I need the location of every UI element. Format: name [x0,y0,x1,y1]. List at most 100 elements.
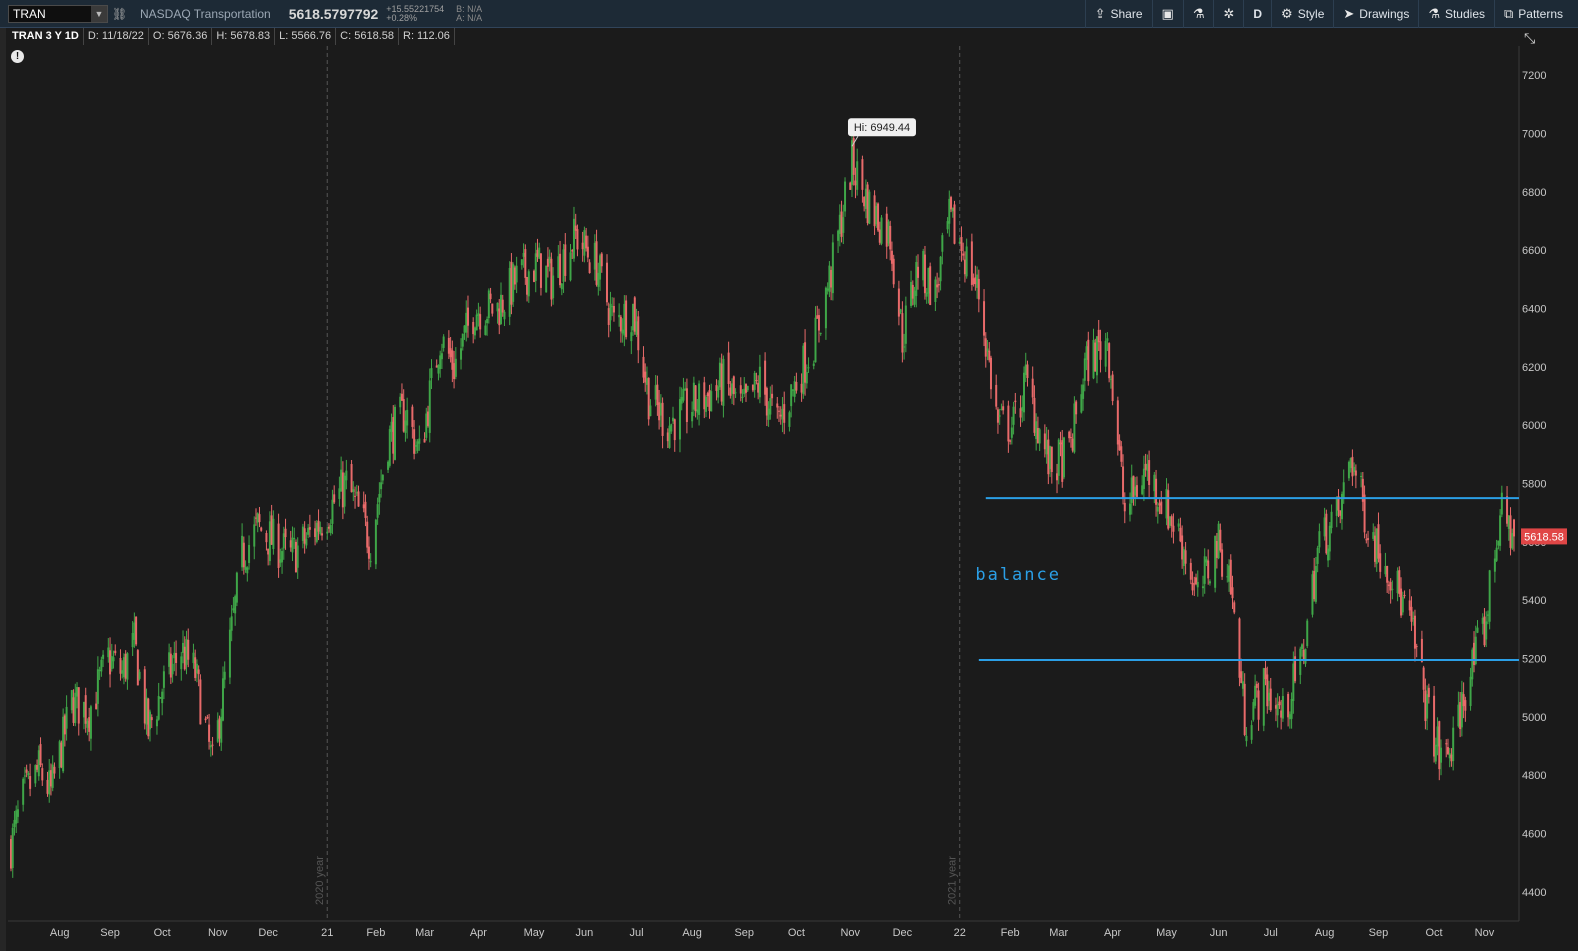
candle-body [150,717,153,721]
x-tick-label: Jun [1210,927,1228,939]
candle-body [305,538,308,546]
candle-body [440,353,443,360]
candle-body [963,259,966,275]
candle-body [327,526,330,529]
candle-body [795,381,798,391]
candle-body [1049,446,1052,470]
net-change: +15.55221754 [386,3,445,14]
candle-body [477,313,480,316]
candle-body [1165,489,1168,519]
candle-body [46,779,49,794]
period-button[interactable]: D [1243,0,1271,28]
candle-body [630,332,633,342]
candle-body [1353,466,1356,472]
candle-body [1118,439,1121,451]
x-tick-label: Mar [415,927,434,939]
candle-body [1047,439,1050,475]
candle-body [110,655,113,669]
candle-body [308,527,311,530]
candle-body [1281,696,1284,719]
candle-body [1391,588,1394,590]
candle-body [1128,503,1131,515]
candle-body [548,256,551,264]
candle-body [588,262,591,274]
candle-body [807,367,810,369]
candle-body [208,724,211,742]
flask-button[interactable]: ⚗ [1182,0,1214,28]
candle-body [515,265,518,283]
candle-body [1445,743,1448,745]
candle-body [781,408,784,420]
candle-body [1313,570,1316,600]
candle-body [925,292,928,297]
candle-body [680,397,683,404]
candle-body [175,653,178,663]
link-icon[interactable]: ⛓ [112,6,128,21]
candle-body [873,195,876,227]
candle-body [593,242,596,270]
candle-body [508,267,511,317]
chart-toolbar: ▼ ⛓ NASDAQ Transportation 5618.5797792 +… [0,0,1578,28]
candle-body [321,533,324,536]
candle-body [612,306,615,313]
candle-body [1191,582,1194,591]
settings-button[interactable]: ✲ [1213,0,1243,28]
x-tick-label: Nov [1475,927,1495,939]
chevron-down-icon[interactable]: ▼ [91,5,107,22]
candle-body [411,406,414,427]
candle-body [1412,618,1415,620]
candle-body [279,559,282,563]
candle-body [376,504,379,518]
calendar-icon: ▣ [1161,6,1174,21]
candle-body [194,657,197,678]
y-tick-label: 4800 [1522,770,1546,782]
candle-body [387,461,390,470]
x-tick-label: Dec [258,927,278,939]
candle-body [647,377,650,420]
candle-body [545,265,548,293]
candle-body [1257,690,1260,720]
share-button[interactable]: ⇪ Share [1084,0,1152,28]
expand-icon[interactable]: ⤡ [1524,30,1536,46]
candle-body [654,385,657,400]
calendar-button[interactable]: ▣ [1151,0,1183,28]
drawings-button[interactable]: ➤ Drawings [1333,0,1418,28]
candle-body [656,384,659,406]
style-button[interactable]: ⚙ Style [1271,0,1333,28]
candle-body [13,819,16,828]
patterns-button[interactable]: ⧉ Patterns [1494,0,1572,28]
y-tick-label: 6000 [1522,420,1546,432]
candle-body [574,225,577,231]
symbol-input[interactable] [9,5,91,22]
candle-body [903,346,906,348]
x-tick-label: Sep [100,927,120,939]
candle-body [576,229,579,250]
candle-body [254,517,257,519]
symbol-selector[interactable]: ▼ [8,4,108,23]
studies-button[interactable]: ⚗ Studies [1418,0,1494,28]
candle-body [168,652,171,667]
candle-body [437,365,440,374]
candle-body [380,482,383,490]
candle-body [611,306,614,308]
candle-body [211,744,214,746]
candle-body [242,542,245,568]
candle-body [96,669,99,704]
symbol-description: NASDAQ Transportation [140,6,271,21]
candle-body [256,513,259,523]
candle-body [1132,475,1135,498]
candle-body [1509,515,1512,548]
candle-body [983,301,986,336]
candle-body [1050,446,1053,473]
candle-body [599,255,602,280]
candle-body [366,521,369,548]
candle-body [767,408,770,420]
candle-body [1373,535,1376,562]
candle-body [1473,642,1476,665]
alert-icon[interactable]: ! [11,50,24,63]
candle-body [449,348,452,358]
candle-body [708,390,711,411]
candle-body [685,388,688,422]
candle-body [126,653,129,680]
